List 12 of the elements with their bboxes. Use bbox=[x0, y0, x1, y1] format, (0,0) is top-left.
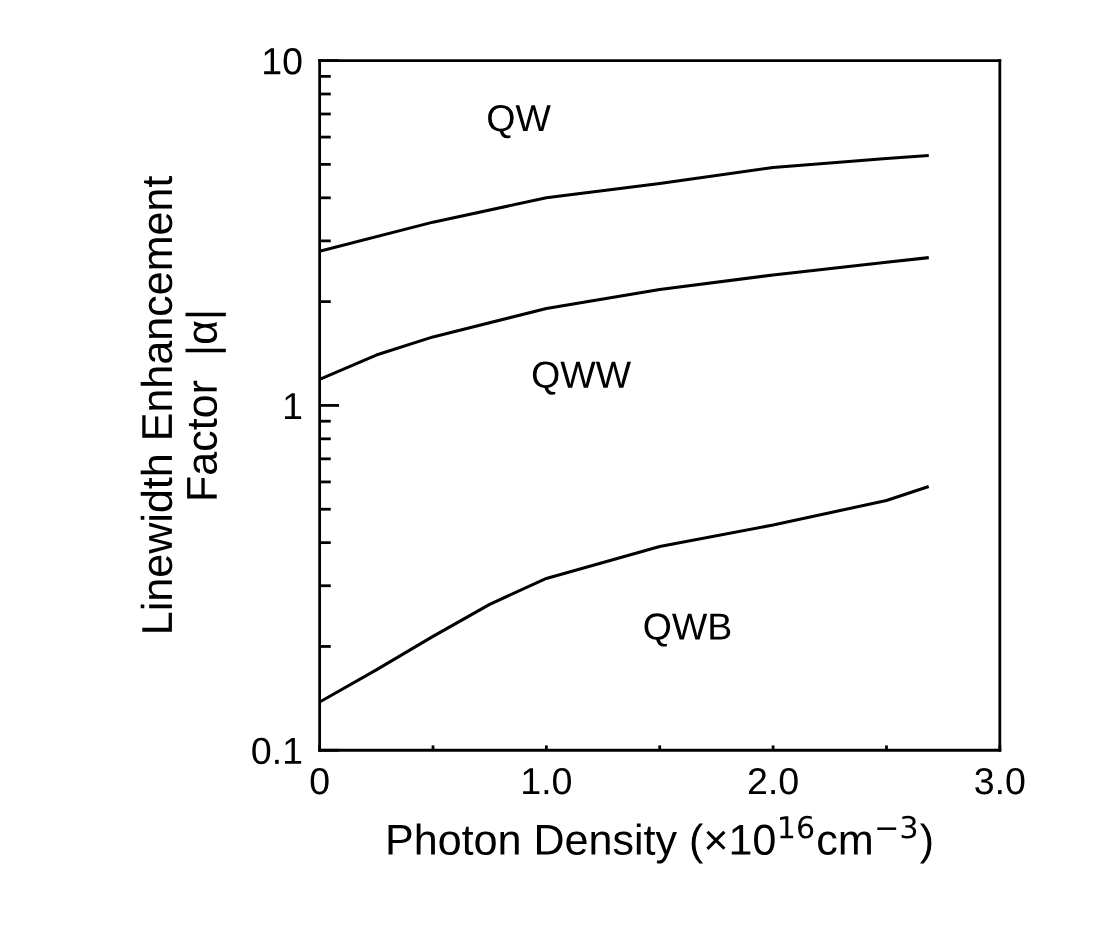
y-tick-label: 10 bbox=[264, 47, 302, 75]
series-label: QW bbox=[488, 104, 551, 139]
x-tick-label: 1.0 bbox=[523, 767, 571, 795]
x-tick-label: 2.0 bbox=[748, 767, 798, 795]
series-label: QWB bbox=[644, 613, 731, 647]
series-label: QWW bbox=[532, 361, 631, 395]
x-axis-title: Photon Density (×10$^{16}$cm$^{−3}$) bbox=[388, 815, 932, 864]
y-tick-label: 1 bbox=[284, 393, 302, 420]
y-axis-title: Linewidth Enhancement Factor |α| bbox=[140, 175, 226, 632]
x-tick-label: 0 bbox=[310, 767, 329, 795]
y-tick-label: 0.1 bbox=[252, 737, 302, 765]
x-tick-label: 3.0 bbox=[975, 767, 1025, 795]
